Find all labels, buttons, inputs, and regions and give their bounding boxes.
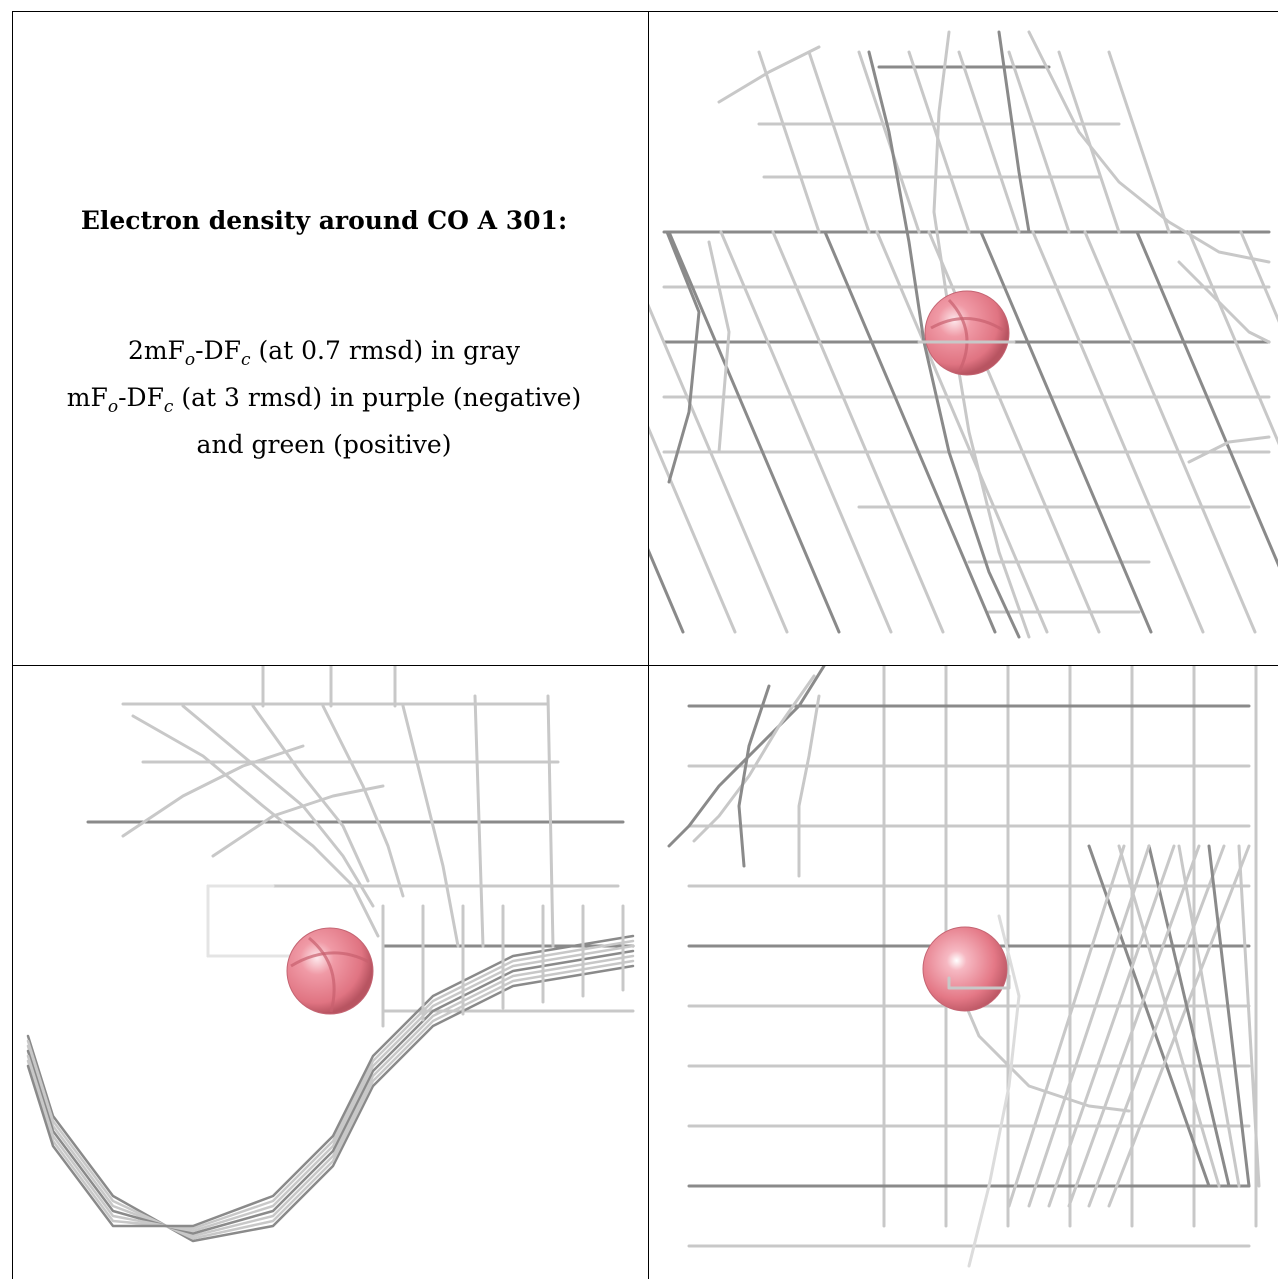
caption-panel: Electron density around CO A 301: 2mFo-D… xyxy=(14,14,634,634)
view-bottom-left xyxy=(13,666,648,1279)
mesh-line xyxy=(1207,844,1251,1188)
density-mesh xyxy=(667,666,1261,1268)
density-mesh-bottom-left xyxy=(26,666,635,1243)
mesh-line xyxy=(692,674,816,843)
mesh-line xyxy=(967,914,1021,1268)
mesh-line xyxy=(927,230,1101,634)
mesh-line xyxy=(26,934,635,1228)
mesh-line xyxy=(1107,844,1251,1208)
mesh-line xyxy=(1147,844,1231,1188)
mesh-line xyxy=(251,704,370,883)
mesh-line xyxy=(1177,260,1271,344)
mesh-line xyxy=(717,45,821,104)
mesh-line xyxy=(707,240,731,454)
mesh-line xyxy=(857,50,921,234)
density-mesh xyxy=(26,666,635,1243)
mesh-line xyxy=(26,964,635,1243)
mesh-line xyxy=(401,704,460,948)
border-middle xyxy=(648,11,649,1279)
border-top xyxy=(12,11,1278,12)
mesh-line xyxy=(797,694,821,878)
mesh-line xyxy=(665,230,701,484)
mesh-line xyxy=(321,704,405,898)
mesh-line xyxy=(1067,844,1201,1208)
mesh-line xyxy=(1237,844,1261,1188)
density-mesh xyxy=(649,30,1278,639)
mesh-line xyxy=(1047,844,1176,1208)
mesh-line xyxy=(649,548,685,634)
mesh-line xyxy=(26,949,635,1235)
mesh-line xyxy=(997,30,1031,234)
mesh-line xyxy=(947,974,1011,990)
mesh-line xyxy=(1057,50,1121,234)
caption-line-purple: mFo-DFc (at 3 rmsd) in purple (negative) xyxy=(66,383,582,417)
density-mesh-front xyxy=(947,974,1011,990)
mesh-line xyxy=(26,939,635,1230)
mesh-line xyxy=(1187,435,1271,464)
co-atom-sphere xyxy=(922,926,1008,1012)
mesh-line xyxy=(737,684,771,868)
mesh-line xyxy=(947,964,1131,1113)
density-mesh-top-right xyxy=(649,30,1278,639)
mesh-line xyxy=(26,959,635,1240)
mesh-line xyxy=(1007,844,1126,1208)
caption-line-green: and green (positive) xyxy=(196,430,452,459)
mesh-line xyxy=(719,230,893,634)
caption-line-gray: 2mFo-DFc (at 0.7 rmsd) in gray xyxy=(127,336,521,370)
mesh-line xyxy=(26,954,635,1238)
mesh-line xyxy=(771,230,945,634)
mesh-line xyxy=(807,50,871,234)
mesh-line xyxy=(957,50,1021,234)
caption-legend: 2mFo-DFc (at 0.7 rmsd) in gray mFo-DFc (… xyxy=(14,332,634,464)
mesh-line xyxy=(1027,844,1151,1208)
mesh-line xyxy=(1107,50,1171,234)
border-left xyxy=(12,11,13,1279)
mesh-line xyxy=(649,425,737,634)
mesh-line xyxy=(875,230,1049,634)
mesh-line xyxy=(757,50,821,234)
mesh-line xyxy=(1135,230,1278,568)
co-atom-sphere xyxy=(286,927,374,1015)
mesh-line xyxy=(211,784,385,858)
mesh-line xyxy=(1177,844,1241,1188)
mesh-line xyxy=(546,694,555,948)
mesh-line xyxy=(1087,844,1226,1208)
mesh-line xyxy=(667,666,826,848)
mesh-line xyxy=(26,944,635,1233)
mesh-line xyxy=(649,303,789,634)
co-atom-sphere xyxy=(924,290,1010,376)
view-bottom-right xyxy=(649,666,1278,1279)
mesh-line xyxy=(1027,30,1271,264)
mesh-line xyxy=(473,694,485,948)
mesh-line xyxy=(1117,844,1221,1188)
border-center xyxy=(12,665,1278,666)
mesh-line xyxy=(121,744,305,838)
caption-title: Electron density around CO A 301: xyxy=(80,206,568,235)
mesh-line xyxy=(1239,230,1278,323)
mesh-line xyxy=(131,714,380,938)
mesh-line xyxy=(1007,50,1071,234)
mesh-line xyxy=(979,230,1153,634)
mesh-line xyxy=(1031,230,1205,634)
density-mesh-bottom-right xyxy=(667,666,1261,1268)
mesh-line xyxy=(1187,230,1278,446)
mesh-line xyxy=(823,230,997,634)
view-top-right xyxy=(649,12,1278,665)
mesh-line xyxy=(667,230,841,634)
mesh-line xyxy=(1083,230,1257,634)
mesh-line xyxy=(1087,844,1211,1188)
